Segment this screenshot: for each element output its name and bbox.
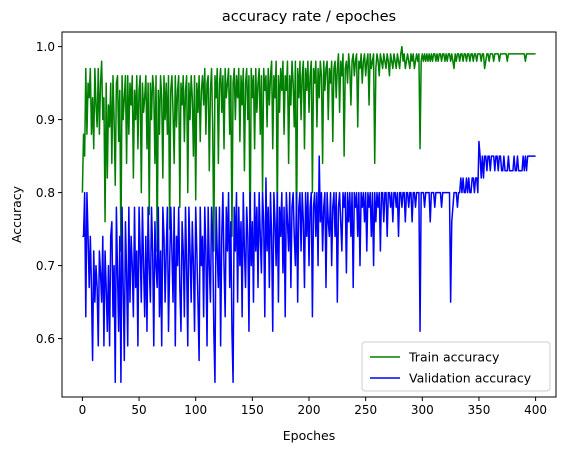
legend-label-train: Train accuracy [408,350,500,365]
x-tick-label: 0 [79,403,87,417]
train-accuracy-line [81,45,536,252]
y-axis: 0.6 0.7 0.8 0.9 1.0 [36,40,62,346]
x-tick-label: 100 [184,403,207,417]
y-tick-label: 0.9 [36,113,55,127]
x-tick-label: 150 [241,403,264,417]
y-tick-label: 1.0 [36,40,55,54]
chart-title: accuracy rate / epoches [222,9,396,25]
x-tick-label: 50 [131,403,146,417]
x-axis-label: Epoches [283,428,335,443]
x-tick-label: 200 [298,403,321,417]
legend-label-validation: Validation accuracy [409,371,532,386]
x-tick-label: 300 [411,403,434,417]
x-tick-label: 400 [524,403,547,417]
legend-box [361,341,551,392]
y-axis-label: Accuracy [9,185,24,243]
y-tick-label: 0.7 [36,259,55,273]
x-axis: 0 50 100 150 200 250 300 350 400 [79,397,547,417]
validation-accuracy-line [82,140,536,384]
x-tick-label: 350 [468,403,491,417]
x-tick-label: 250 [354,403,377,417]
legend: Train accuracy Validation accuracy [361,341,551,392]
y-tick-label: 0.6 [36,332,55,346]
series-layer [81,45,536,384]
y-tick-label: 0.8 [36,186,55,200]
